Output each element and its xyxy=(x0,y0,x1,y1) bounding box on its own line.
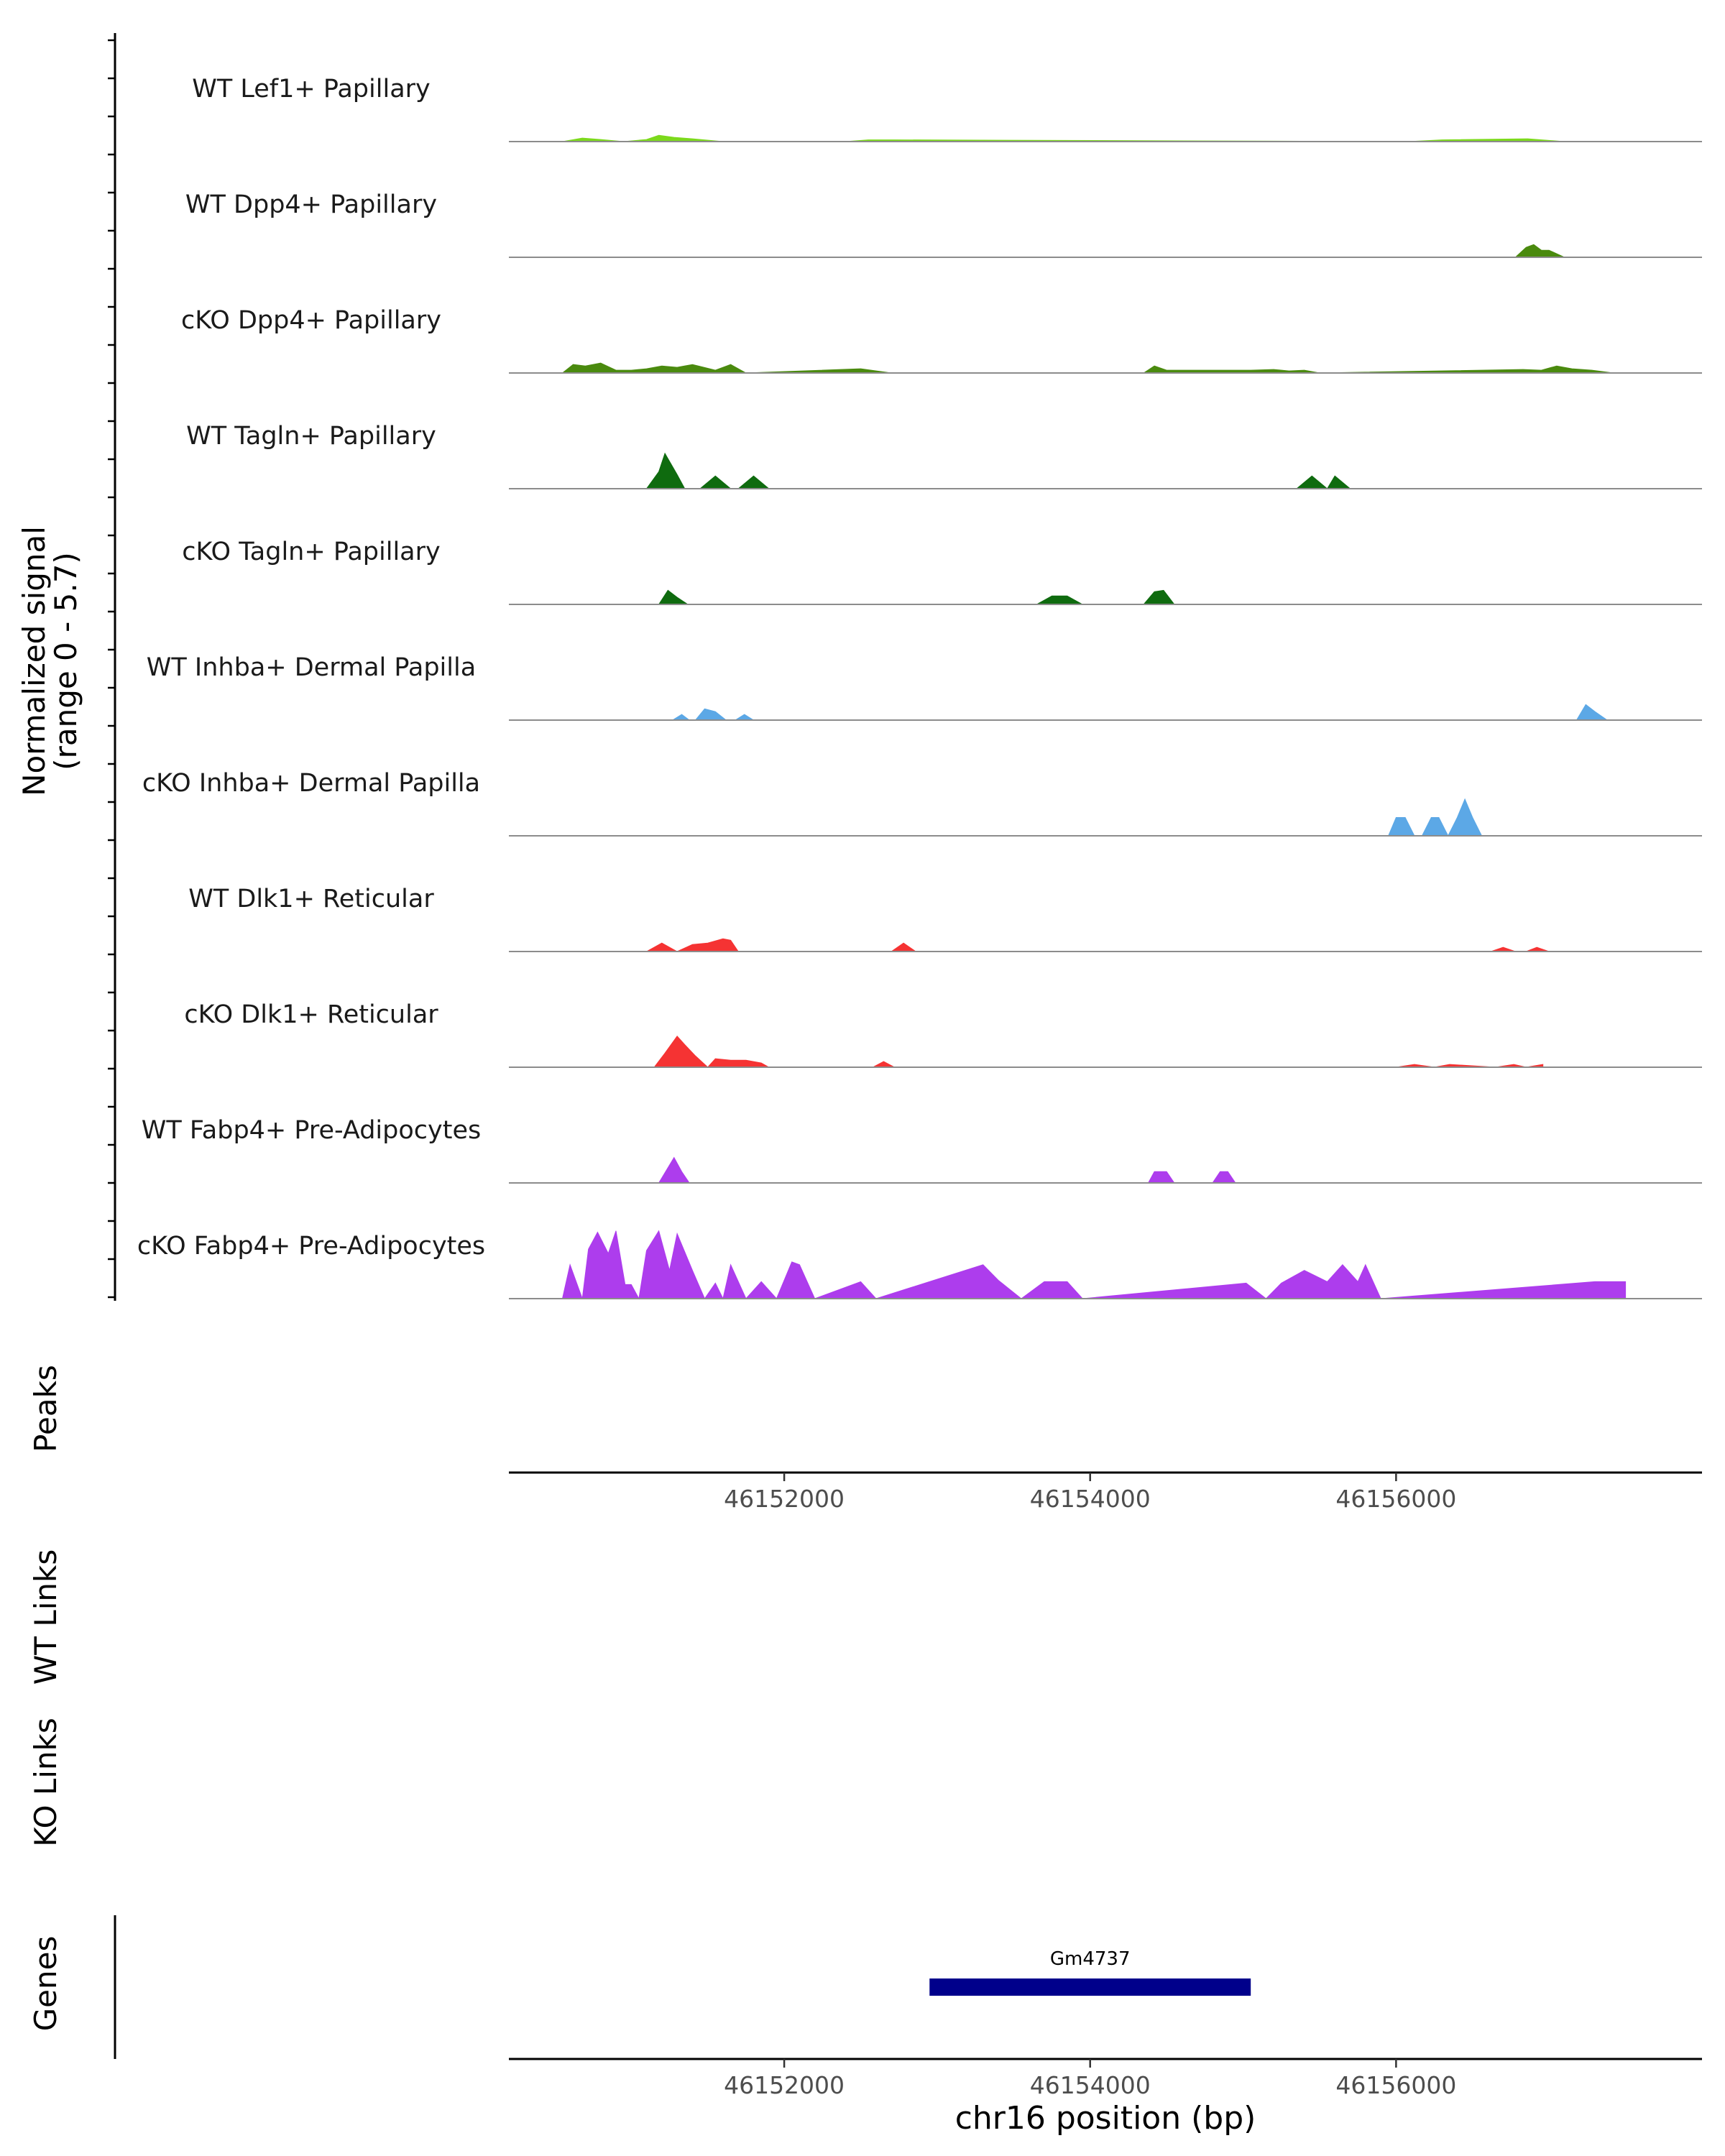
track-label: WT Tagln+ Papillary xyxy=(186,422,436,451)
track-wt-tagln-papillary: WT Tagln+ Papillary xyxy=(186,422,1702,489)
x-tick-label: 46152000 xyxy=(724,1485,845,1513)
track-wt-fabp4-pre-adipocytes: WT Fabp4+ Pre-Adipocytes xyxy=(142,1116,1702,1184)
track-cko-dpp4-papillary: cKO Dpp4+ Papillary xyxy=(181,306,1702,374)
track-label: cKO Tagln+ Papillary xyxy=(182,538,441,566)
track-cko-fabp4-pre-adipocytes: cKO Fabp4+ Pre-Adipocytes xyxy=(137,1230,1702,1300)
x-axis-title: chr16 position (bp) xyxy=(955,2100,1256,2137)
track-wt-inhba-dermal-papilla: WT Inhba+ Dermal Papilla xyxy=(147,653,1702,721)
coverage-area xyxy=(1387,798,1483,837)
genes-row: Genes Gm4737 46152000 46154000 46156000 ch… xyxy=(28,1915,1702,2137)
track-label: WT Inhba+ Dermal Papilla xyxy=(147,653,476,682)
genes-row-label: Genes xyxy=(28,1936,63,2032)
coverage-tracks: WT Lef1+ Papillary WT Dpp4+ Papillary cKO … xyxy=(137,75,1702,1300)
track-cko-dlk1-reticular: cKO Dlk1+ Reticular xyxy=(184,1000,1702,1068)
signal-y-ticks xyxy=(108,39,115,1299)
track-cko-inhba-dermal-papilla: cKO Inhba+ Dermal Papilla xyxy=(142,769,1702,837)
track-label: WT Dpp4+ Papillary xyxy=(185,190,437,219)
peaks-row: Peaks 46152000 46154000 46156000 xyxy=(28,1365,1702,1513)
track-label: cKO Dlk1+ Reticular xyxy=(184,1000,438,1029)
signal-ylabel-group: Normalized signal (range 0 - 5.7) xyxy=(17,526,83,796)
coverage-area xyxy=(653,1036,1544,1068)
track-label: cKO Dpp4+ Papillary xyxy=(181,306,441,335)
track-label: WT Lef1+ Papillary xyxy=(192,75,431,103)
x-tick-label: 46154000 xyxy=(1030,1485,1151,1513)
gene-annotations: Gm4737 xyxy=(929,1948,1251,1996)
coverage-area xyxy=(658,1156,1236,1184)
track-label: cKO Inhba+ Dermal Papilla xyxy=(142,769,480,798)
signal-range-label: (range 0 - 5.7) xyxy=(48,552,83,770)
track-label: WT Fabp4+ Pre-Adipocytes xyxy=(142,1116,481,1145)
track-cko-tagln-papillary: cKO Tagln+ Papillary xyxy=(182,538,1702,605)
ko-links-row-label: KO Links xyxy=(28,1718,63,1847)
peaks-row-label: Peaks xyxy=(28,1365,63,1452)
gene-body xyxy=(929,1978,1251,1996)
signal-ylabel: Normalized signal xyxy=(17,526,52,796)
peaks-x-ticks: 46152000 46154000 46156000 xyxy=(724,1473,1456,1513)
track-label: cKO Fabp4+ Pre-Adipocytes xyxy=(137,1232,485,1261)
track-wt-dpp4-papillary: WT Dpp4+ Papillary xyxy=(185,190,1702,258)
coverage-area xyxy=(658,589,1175,605)
gene-label: Gm4737 xyxy=(1050,1948,1131,1970)
wt-links-row-label: WT Links xyxy=(28,1549,63,1685)
x-tick-label: 46156000 xyxy=(1335,2071,1456,2099)
x-tick-label: 46154000 xyxy=(1030,2071,1151,2099)
coverage-area xyxy=(561,1230,1627,1300)
track-label: WT Dlk1+ Reticular xyxy=(188,885,434,913)
track-wt-lef1-papillary: WT Lef1+ Papillary xyxy=(192,75,1702,142)
genes-x-ticks: 46152000 46154000 46156000 xyxy=(724,2059,1456,2099)
track-wt-dlk1-reticular: WT Dlk1+ Reticular xyxy=(188,885,1702,952)
x-tick-label: 46152000 xyxy=(724,2071,845,2099)
x-tick-label: 46156000 xyxy=(1335,1485,1456,1513)
